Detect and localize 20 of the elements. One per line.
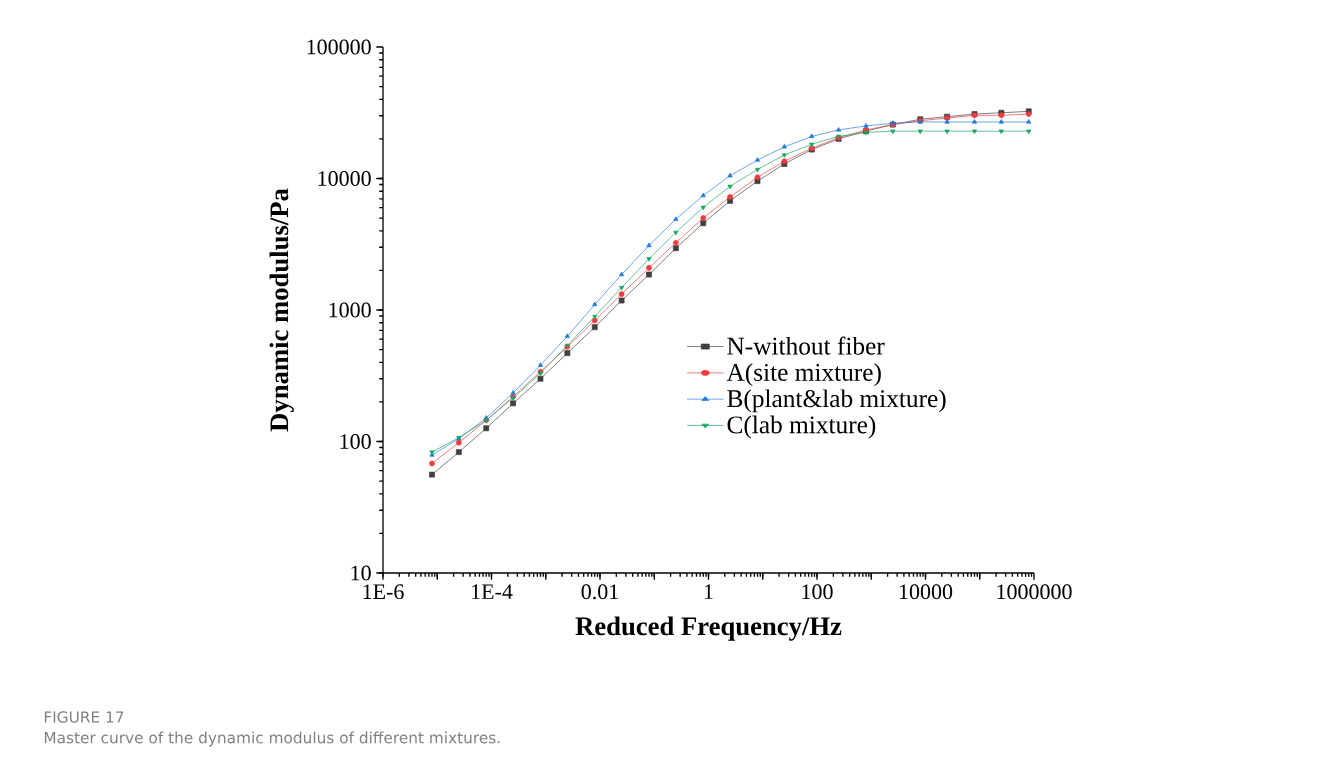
y-axis-title: Dynamic modulus/Pa [269, 188, 294, 432]
legend-label: A(site mixture) [726, 363, 881, 387]
legend-label: B(plant&lab mixture) [727, 389, 946, 413]
x-tick-label: 100 [802, 584, 833, 600]
x-tick-label: 0.01 [581, 584, 618, 600]
x-axis-title: Reduced Frequency/Hz [575, 616, 842, 641]
x-tick-label: 1000000 [997, 584, 1072, 600]
legend-label: C(lab mixture) [727, 415, 876, 439]
legend-label: N-without fiber [727, 336, 885, 355]
y-tick-label: 1000 [329, 302, 371, 318]
x-tick-label: 1E-4 [472, 584, 513, 599]
x-tick-label: 10000 [899, 584, 953, 600]
caption: FIGURE 17 [44, 711, 124, 723]
x-tick-label: 1 [704, 584, 713, 599]
y-tick-label: 100 [340, 434, 371, 449]
x-tick-label: 1E-6 [363, 584, 404, 600]
y-tick-label: 10000 [318, 171, 371, 186]
text: Master curve of the dynamic modulus of different mixtures. [44, 731, 500, 747]
y-tick-label: 10 [351, 565, 371, 581]
y-tick-label: 100000 [307, 39, 371, 55]
